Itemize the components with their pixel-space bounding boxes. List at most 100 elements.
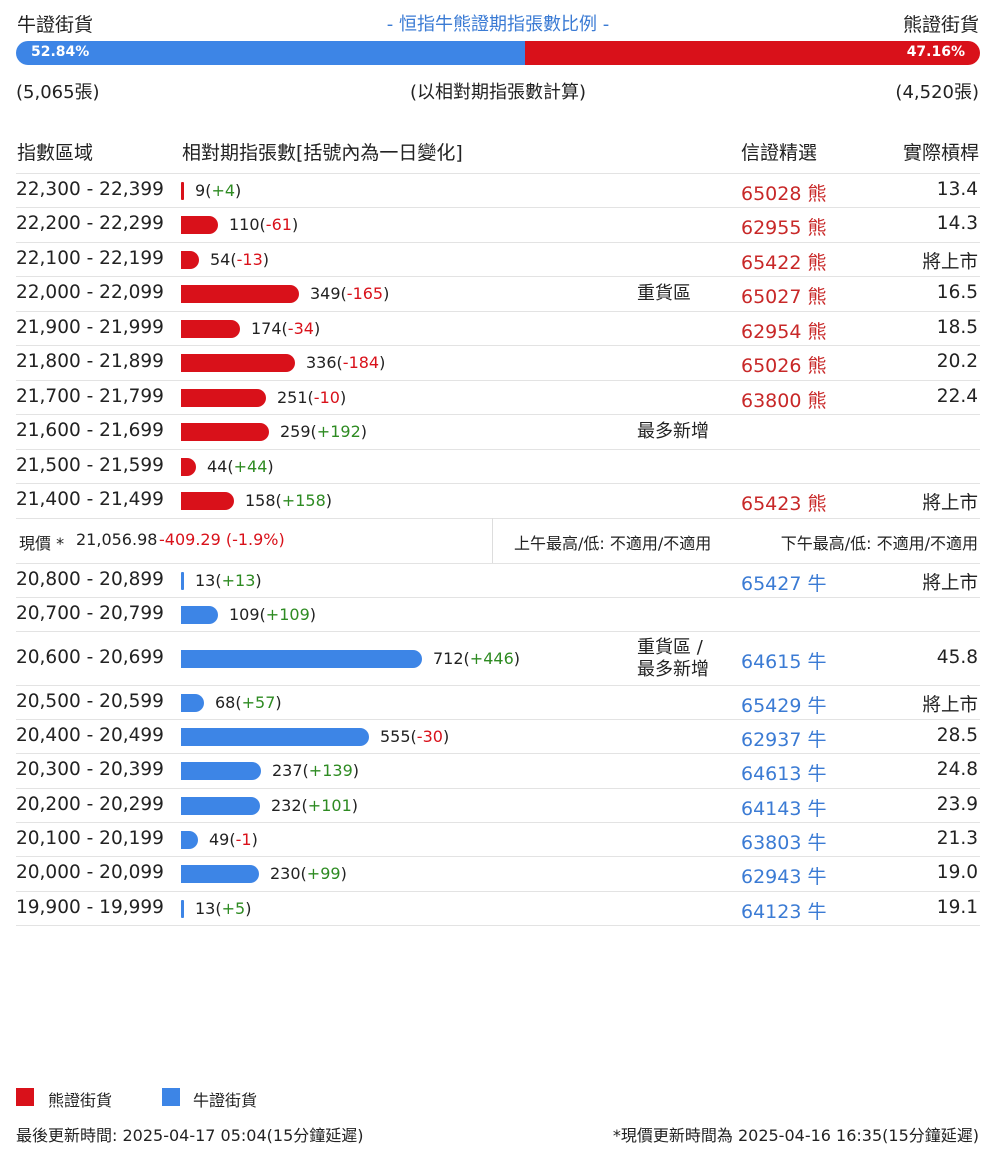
warrant-pick[interactable]: 65427 牛 bbox=[741, 569, 827, 596]
contracts-value: 230(+99) bbox=[270, 864, 347, 883]
warrant-code-link[interactable]: 65026 bbox=[741, 355, 802, 377]
warrant-pick[interactable]: 65028 熊 bbox=[741, 179, 827, 206]
warrant-code-link[interactable]: 65429 bbox=[741, 694, 802, 717]
index-range: 20,100 - 20,199 bbox=[16, 827, 164, 849]
warrant-pick[interactable]: 63800 熊 bbox=[741, 386, 827, 413]
afternoon-high-low: 下午最高/低: 不適用/不適用 bbox=[780, 534, 978, 553]
table-row: 21,500 - 21,599 44(+44) bbox=[16, 450, 980, 484]
warrant-code-link[interactable]: 65027 bbox=[741, 286, 802, 308]
warrant-pick[interactable]: 63803 牛 bbox=[741, 828, 827, 855]
warrant-type: 熊 bbox=[807, 355, 827, 377]
warrant-code-link[interactable]: 65427 bbox=[741, 572, 802, 595]
warrant-pick[interactable]: 62937 牛 bbox=[741, 725, 827, 752]
warrant-type: 熊 bbox=[807, 217, 827, 239]
warrant-type: 熊 bbox=[807, 493, 827, 515]
effective-leverage: 19.0 bbox=[936, 862, 978, 883]
contracts-count: 555 bbox=[380, 726, 411, 746]
warrant-code-link[interactable]: 62937 bbox=[741, 728, 802, 751]
warrant-type: 牛 bbox=[807, 797, 827, 820]
bull-legend-label: 牛證街貨 bbox=[193, 1091, 258, 1110]
paren-close: ) bbox=[352, 761, 359, 780]
paren-close: ) bbox=[442, 726, 450, 746]
paren-open: ( bbox=[205, 180, 212, 200]
warrant-code-link[interactable]: 63803 bbox=[741, 831, 802, 854]
paren-close: ) bbox=[339, 387, 347, 407]
bear-legend-swatch bbox=[16, 1088, 34, 1106]
warrant-type: 牛 bbox=[807, 650, 827, 673]
warrant-pick[interactable]: 64613 牛 bbox=[741, 759, 827, 786]
warrant-code-link[interactable]: 65422 bbox=[741, 251, 802, 274]
calculation-note: (以相對期指張數計算) bbox=[409, 82, 587, 103]
warrant-pick[interactable]: 65422 熊 bbox=[741, 248, 827, 275]
contracts-bar bbox=[181, 762, 261, 780]
warrant-pick[interactable]: 64143 牛 bbox=[741, 794, 827, 821]
paren-close: ) bbox=[379, 353, 386, 372]
contracts-value: 49(-1) bbox=[209, 830, 258, 849]
effective-leverage: 20.2 bbox=[936, 351, 978, 372]
warrant-pick[interactable]: 65026 熊 bbox=[741, 351, 827, 378]
contracts-value: 13(+5) bbox=[195, 899, 251, 918]
contracts-bar bbox=[181, 865, 259, 883]
daily-change: +192 bbox=[316, 422, 361, 441]
contracts-value: 174(-34) bbox=[251, 319, 320, 338]
effective-leverage: 13.4 bbox=[936, 178, 978, 200]
paren-close: ) bbox=[255, 570, 262, 590]
daily-change: -1 bbox=[235, 829, 252, 849]
warrant-code-link[interactable]: 64123 bbox=[741, 900, 802, 923]
table-row: 21,900 - 21,999 174(-34) 62954 熊 18.5 bbox=[16, 312, 980, 346]
contracts-count: 349 bbox=[310, 284, 341, 303]
contracts-count: 13 bbox=[195, 898, 216, 918]
warrant-type: 熊 bbox=[807, 286, 827, 308]
contracts-value: 68(+57) bbox=[215, 693, 282, 712]
column-header-contracts: 相對期指張數[括號內為一日變化] bbox=[182, 142, 463, 164]
warrant-pick[interactable]: 62954 熊 bbox=[741, 317, 827, 344]
effective-leverage: 23.9 bbox=[936, 793, 978, 815]
warrant-code-link[interactable]: 62954 bbox=[741, 320, 802, 343]
contracts-value: 13(+13) bbox=[195, 571, 262, 590]
warrant-code-link[interactable]: 64143 bbox=[741, 797, 802, 820]
contracts-bar bbox=[181, 796, 260, 815]
current-price-change: -409.29 (-1.9%) bbox=[159, 530, 285, 549]
contracts-value: 251(-10) bbox=[277, 388, 346, 407]
warrant-type: 牛 bbox=[807, 572, 827, 595]
paren-open: ( bbox=[215, 898, 222, 918]
warrant-code-link[interactable]: 63800 bbox=[741, 389, 802, 412]
current-price-value: 21,056.98 bbox=[76, 530, 158, 549]
warrant-code-link[interactable]: 62943 bbox=[741, 866, 802, 888]
current-price-label: 現價 * bbox=[19, 534, 65, 553]
index-range: 22,300 - 22,399 bbox=[16, 178, 164, 200]
warrant-pick[interactable]: 65429 牛 bbox=[741, 691, 827, 718]
paren-open: ( bbox=[410, 726, 417, 746]
warrant-code-link[interactable]: 64615 bbox=[741, 650, 802, 673]
warrant-pick[interactable]: 64615 牛 bbox=[741, 647, 827, 674]
warrant-code-link[interactable]: 62955 bbox=[741, 217, 802, 239]
zone-note: 重貨區 bbox=[637, 283, 691, 304]
warrant-pick[interactable]: 62943 牛 bbox=[741, 862, 827, 889]
warrant-code-link[interactable]: 65028 bbox=[741, 182, 802, 205]
paren-close: ) bbox=[235, 180, 242, 200]
warrant-pick[interactable]: 65423 熊 bbox=[741, 489, 827, 516]
contracts-count: 251 bbox=[277, 387, 308, 407]
contracts-bar bbox=[181, 492, 234, 510]
contracts-count: 44 bbox=[207, 456, 228, 476]
contracts-bar bbox=[181, 649, 422, 668]
table-row: 20,700 - 20,799 109(+109) bbox=[16, 598, 980, 632]
table-row: 21,600 - 21,699 259(+192) 最多新增 bbox=[16, 415, 980, 450]
paren-open: ( bbox=[307, 387, 314, 407]
effective-leverage: 18.5 bbox=[936, 316, 978, 338]
warrant-pick[interactable]: 64123 牛 bbox=[741, 897, 827, 924]
effective-leverage: 45.8 bbox=[936, 646, 978, 668]
table-row: 22,000 - 22,099 349(-165) 重貨區 65027 熊 16.5 bbox=[16, 277, 980, 312]
contracts-value: 109(+109) bbox=[229, 605, 316, 624]
warrant-pick[interactable]: 62955 熊 bbox=[741, 213, 827, 240]
warrant-code-link[interactable]: 64613 bbox=[741, 763, 802, 785]
warrant-type: 熊 bbox=[807, 389, 827, 412]
daily-change: -10 bbox=[313, 387, 340, 407]
zone-note: 重貨區 / 最多新增 bbox=[637, 636, 709, 680]
warrant-code-link[interactable]: 65423 bbox=[741, 493, 802, 515]
index-range: 21,600 - 21,699 bbox=[16, 420, 164, 441]
warrant-pick[interactable]: 65027 熊 bbox=[741, 282, 827, 309]
paren-open: ( bbox=[259, 215, 266, 234]
paren-open: ( bbox=[215, 570, 222, 590]
daily-change: +139 bbox=[308, 761, 353, 780]
